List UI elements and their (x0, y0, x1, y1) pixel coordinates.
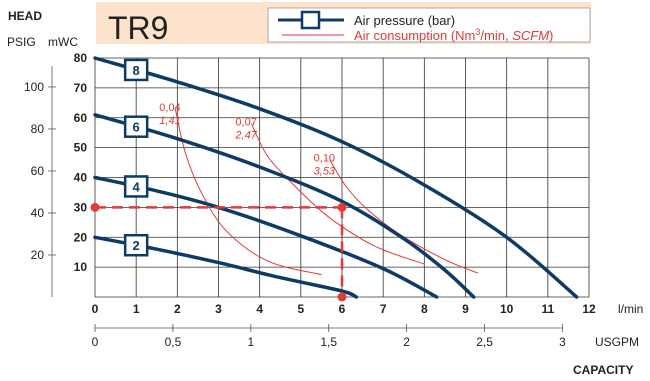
pressure-label-4: 4 (133, 179, 141, 194)
pressure-marker-4 (123, 175, 149, 198)
legend-consumption-sup: 3 (475, 27, 480, 37)
x-tick-usgpm: 0,5 (165, 335, 182, 349)
x-tick-usgpm: 2,5 (476, 335, 493, 349)
pressure-marker-2 (123, 233, 149, 257)
consumption-label-scfm: 2,47 (234, 130, 257, 142)
pressure-curve-6 (93, 113, 476, 299)
y-tick-psig: 80 (31, 122, 45, 136)
x-tick-lmin: 3 (215, 302, 222, 316)
pressure-curve-2 (93, 235, 359, 299)
legend-consumption-italic: SCFM (512, 28, 549, 43)
consumption-label-nm3: 0,07 (235, 117, 256, 129)
x-tick-lmin: 6 (339, 302, 346, 316)
consumption-curve (329, 159, 479, 274)
legend-box (267, 7, 591, 43)
pressure-label-8: 8 (133, 63, 140, 78)
chart-title: TR9 (108, 10, 168, 46)
y-tick-mwc: 30 (74, 200, 88, 214)
chart-header: TR9 Air pressure (bar) Air consumption (… (96, 2, 591, 46)
grid (94, 57, 590, 298)
pressure-curve-8 (93, 56, 579, 299)
x-tick-usgpm: 1 (247, 335, 254, 349)
operating-dot (337, 202, 347, 212)
consumption-label-scfm: 3,53 (314, 166, 336, 178)
x-tick-usgpm: 3 (559, 335, 566, 349)
y-axis-heading: HEAD (8, 9, 42, 23)
y-tick-psig: 20 (31, 248, 45, 262)
y-tick-mwc: 10 (74, 260, 88, 274)
y-tick-mwc: 80 (74, 51, 88, 65)
x-tick-lmin: 11 (541, 302, 554, 316)
x-tick-lmin: 8 (421, 302, 428, 316)
consumption-curve (174, 108, 322, 276)
x-axis-lmin-unit: l/min (618, 302, 643, 316)
x-tick-lmin: 10 (500, 302, 514, 316)
psig-axis: 20 40 60 80 100 (24, 65, 56, 297)
consumption-curves: 0,041,41 0,072,47 0,103,53 (159, 102, 479, 276)
y-tick-psig: 100 (24, 80, 44, 94)
x-tick-lmin: 1 (133, 302, 140, 316)
x-tick-lmin: 12 (582, 302, 596, 316)
y-axis-psig-label: PSIG (7, 35, 36, 49)
legend-consumption-suffix: ) (549, 28, 553, 43)
operating-dot-xaxis (337, 292, 347, 302)
x-tick-lmin: 4 (256, 302, 263, 316)
pressure-curves: 8 6 4 2 (93, 56, 579, 299)
y-tick-psig: 60 (31, 164, 45, 178)
x-tick-usgpm: 2 (403, 335, 410, 349)
y-tick-psig: 40 (31, 206, 45, 220)
legend-pressure-marker-icon (300, 10, 321, 30)
legend-pressure-label: Air pressure (bar) (354, 13, 455, 28)
legend-item-pressure: Air pressure (bar) (278, 10, 455, 30)
consumption-label-nm3: 0,04 (159, 102, 180, 114)
y-tick-mwc: 20 (74, 230, 88, 244)
consumption-label-nm3: 0,10 (314, 153, 335, 165)
x-tick-lmin: 9 (462, 302, 469, 316)
operating-point (90, 202, 347, 302)
x-tick-lmin: 5 (297, 302, 304, 316)
y-tick-mwc: 70 (74, 81, 88, 95)
x-tick-lmin: 7 (380, 302, 387, 316)
x-tick-lmin: 2 (174, 302, 181, 316)
pressure-label-2: 2 (133, 238, 140, 253)
pressure-curve-4 (93, 175, 439, 299)
pressure-label-6: 6 (133, 120, 140, 135)
legend-consumption-prefix: Air consumption (Nm (354, 28, 475, 43)
legend-consumption-label: Air consumption (Nm3/min, SCFM) (354, 27, 553, 43)
x-axis-usgpm-unit: USGPM (595, 335, 639, 349)
consumption-curve (250, 123, 425, 265)
pressure-marker-8 (123, 58, 149, 82)
x-axis-caption: CAPACITY (573, 363, 633, 377)
x-tick-usgpm: 1,5 (320, 335, 337, 349)
y-axis-mwc-label: mWC (48, 35, 78, 49)
y-tick-mwc: 50 (74, 141, 88, 155)
x-tick-lmin: 0 (92, 302, 99, 316)
x-tick-usgpm: 0 (92, 335, 99, 349)
legend-consumption-mid: /min, (480, 28, 512, 43)
pressure-marker-6 (123, 115, 149, 138)
operating-dot-yaxis (90, 202, 100, 212)
legend-item-consumption: Air consumption (Nm3/min, SCFM) (282, 27, 553, 43)
consumption-label-scfm: 1,41 (159, 115, 180, 127)
y-tick-mwc: 60 (74, 111, 88, 125)
y-tick-mwc: 40 (74, 171, 88, 185)
